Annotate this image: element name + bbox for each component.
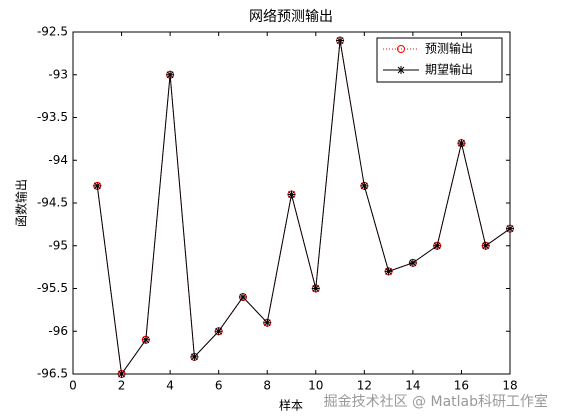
x-tick-label: 12 bbox=[357, 379, 372, 393]
x-tick-label: 16 bbox=[454, 379, 469, 393]
x-tick-label: 4 bbox=[166, 379, 174, 393]
data-point bbox=[190, 352, 199, 361]
x-tick-label: 10 bbox=[308, 379, 323, 393]
y-axis-label: 函数输出 bbox=[14, 179, 29, 227]
x-tick-label: 8 bbox=[263, 379, 271, 393]
y-tick-label: -96 bbox=[48, 324, 68, 338]
plot-area bbox=[72, 31, 511, 375]
legend-box bbox=[376, 37, 503, 83]
data-point bbox=[263, 318, 272, 327]
x-tick-label: 14 bbox=[405, 379, 420, 393]
x-tick-label: 18 bbox=[502, 379, 517, 393]
data-point bbox=[360, 181, 369, 190]
y-tick-label: -96.5 bbox=[37, 367, 68, 381]
x-axis-label: 样本 bbox=[279, 398, 303, 413]
data-point bbox=[238, 293, 247, 302]
watermark: 掘金技术社区 @ Matlab科研工作室 bbox=[324, 393, 548, 410]
data-point bbox=[287, 190, 296, 199]
x-tick-label: 2 bbox=[118, 379, 126, 393]
data-point bbox=[336, 36, 345, 45]
series-line bbox=[96, 40, 511, 376]
data-point bbox=[311, 284, 320, 293]
y-tick-label: -95.5 bbox=[37, 281, 68, 295]
legend-marker bbox=[397, 66, 405, 74]
x-tick-label: 0 bbox=[69, 379, 77, 393]
y-tick-label: -93 bbox=[48, 67, 68, 81]
data-point bbox=[214, 327, 223, 336]
data-point bbox=[117, 370, 126, 378]
data-point bbox=[93, 181, 102, 190]
data-point bbox=[481, 241, 490, 250]
y-tick-label: -94 bbox=[48, 153, 68, 167]
legend-label: 期望输出 bbox=[425, 62, 473, 77]
legend-marker bbox=[397, 45, 405, 53]
legend-label: 预测输出 bbox=[425, 41, 473, 56]
y-tick-label: -94.5 bbox=[37, 196, 68, 210]
y-tick-label: -92.5 bbox=[37, 25, 68, 39]
data-point bbox=[506, 224, 514, 233]
y-tick-label: -95 bbox=[48, 238, 68, 252]
data-point bbox=[384, 267, 393, 276]
y-tick-label: -93.5 bbox=[37, 110, 68, 124]
data-point bbox=[457, 139, 466, 148]
data-point bbox=[166, 70, 175, 79]
data-point bbox=[433, 241, 442, 250]
data-point bbox=[141, 335, 150, 344]
x-tick-label: 6 bbox=[215, 379, 223, 393]
data-point bbox=[408, 258, 417, 267]
chart-title: 网络预测输出 bbox=[249, 9, 333, 25]
